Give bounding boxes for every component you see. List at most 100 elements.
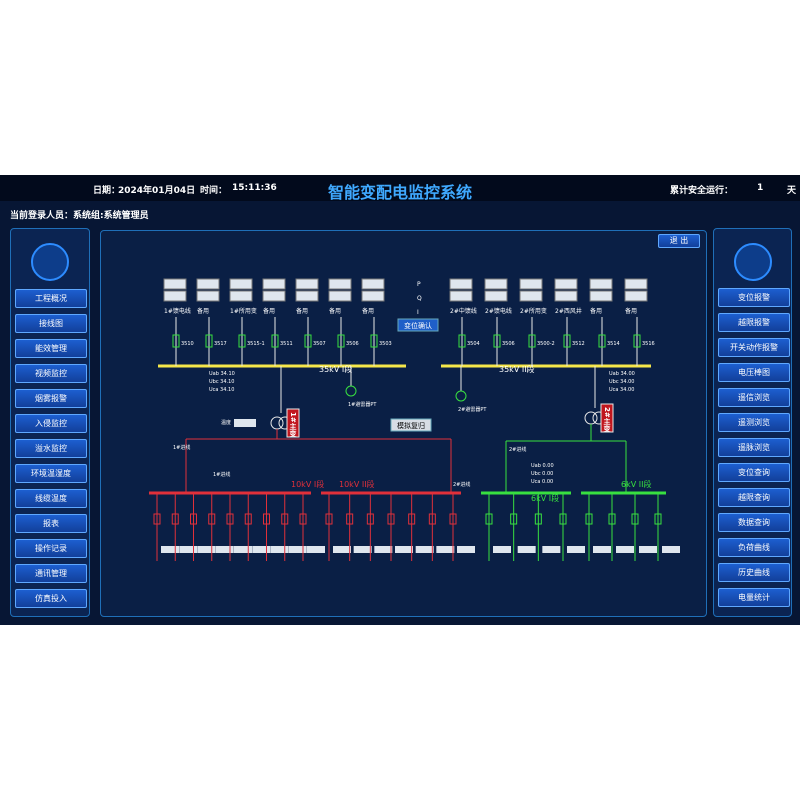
meter-box: [161, 546, 179, 553]
menu-button[interactable]: 遥脉浏览: [718, 438, 790, 457]
pt-label: 1#避雷器PT: [348, 401, 377, 408]
meter-box: [589, 278, 613, 290]
menu-button[interactable]: 仿真投入: [15, 589, 87, 608]
meter-box: [163, 290, 187, 302]
reading: Ubc 34.10: [209, 379, 235, 385]
meter-box: [415, 546, 434, 553]
breaker: [559, 513, 567, 525]
switch-code: 3510: [181, 341, 194, 347]
menu-button[interactable]: 越限报警: [718, 313, 790, 332]
menu-button[interactable]: 数据查询: [718, 513, 790, 532]
menu-button[interactable]: 视频监控: [15, 364, 87, 383]
meter-box: [519, 278, 543, 290]
menu-button[interactable]: 电压棒图: [718, 363, 790, 382]
reading: Uca 34.10: [209, 387, 234, 393]
reading: Uca 34.00: [609, 387, 634, 393]
menu-button[interactable]: 通讯管理: [15, 564, 87, 583]
pqi-label: P: [417, 281, 421, 288]
menu-button[interactable]: 操作记录: [15, 539, 87, 558]
button-label[interactable]: 模拟复归: [397, 421, 425, 430]
meter-box: [252, 546, 271, 553]
breaker: [563, 334, 571, 348]
bus-label: 35kV II段: [499, 364, 535, 374]
switch-code: 3506: [346, 341, 359, 347]
reading: Ubc 34.00: [609, 379, 635, 385]
meter-box: [519, 290, 543, 302]
feeder-name: 1#所用变: [230, 307, 257, 315]
menu-button[interactable]: 开关动作报警: [718, 338, 790, 357]
safe-run-label: 累计安全运行：: [670, 186, 734, 196]
meter-box: [542, 546, 561, 553]
switch-code: 3507: [313, 341, 326, 347]
transformer-label: 1#主变: [289, 412, 297, 438]
menu-button[interactable]: 负荷曲线: [718, 538, 790, 557]
breaker: [337, 334, 345, 348]
exit-button[interactable]: 退 出: [658, 234, 700, 248]
menu-button[interactable]: 接线图: [15, 314, 87, 333]
menu-button[interactable]: 溢水监控: [15, 439, 87, 458]
meter-box: [449, 278, 473, 290]
menu-button[interactable]: 报表: [15, 514, 87, 533]
menu-button[interactable]: 线缆温度: [15, 489, 87, 508]
menu-button[interactable]: 烟雾报警: [15, 389, 87, 408]
meter-box: [196, 290, 220, 302]
feeder-name: 备用: [362, 307, 374, 315]
meter-box: [567, 546, 585, 553]
switch-code: 3517: [214, 341, 227, 347]
meter-box: [229, 290, 253, 302]
switch-code: 3516: [642, 341, 655, 347]
login-info: 当前登录人员：系统组:系统管理员: [10, 211, 149, 221]
button-bg: [397, 318, 439, 332]
reading: Uab 0.00: [531, 463, 554, 469]
meter-box: [554, 278, 578, 290]
menu-button[interactable]: 遥信浏览: [718, 388, 790, 407]
meter-box: [307, 546, 325, 553]
breaker: [493, 334, 501, 348]
breaker: [485, 513, 493, 525]
menu-button[interactable]: 变位查询: [718, 463, 790, 482]
breaker: [226, 513, 234, 525]
breaker: [325, 513, 333, 525]
menu-button[interactable]: 入侵监控: [15, 414, 87, 433]
menu-button[interactable]: 工程概况: [15, 289, 87, 308]
meter-box: [197, 546, 216, 553]
meter-box: [333, 546, 351, 553]
breaker: [238, 334, 246, 348]
time: 15:11:36: [232, 183, 277, 193]
meter-box: [517, 546, 536, 553]
breaker: [654, 513, 662, 525]
menu-button[interactable]: 遥测浏览: [718, 413, 790, 432]
menu-button[interactable]: 能效管理: [15, 339, 87, 358]
meter-box: [262, 290, 286, 302]
meter-box: [493, 546, 511, 553]
menu-button[interactable]: 电量统计: [718, 588, 790, 607]
menu-button[interactable]: 环境温湿度: [15, 464, 87, 483]
bus-label: 6kV I段: [531, 493, 559, 503]
pt-label: 2#避雷器PT: [458, 406, 487, 413]
meter-box: [353, 546, 372, 553]
transformer-label: 2#主变: [603, 407, 611, 433]
switch-code: 3514: [607, 341, 620, 347]
menu-button[interactable]: 变位报警: [718, 288, 790, 307]
reading: Uab 34.00: [609, 371, 635, 377]
switch-code: 3506: [502, 341, 515, 347]
main-panel: 退 出 35kV I段 35kV II段 10kV I段 10kV II段 6kV I段…: [100, 230, 707, 617]
breaker: [304, 334, 312, 348]
feeder-name: 备用: [590, 307, 602, 315]
button-label[interactable]: 变位确认: [404, 321, 432, 330]
breaker: [528, 334, 536, 348]
meter-box: [374, 546, 393, 553]
meter-box: [215, 546, 234, 553]
incoming-label: 1#进线: [213, 471, 230, 478]
meter-box: [328, 290, 352, 302]
feeder-name: 备用: [625, 307, 637, 315]
menu-button[interactable]: 历史曲线: [718, 563, 790, 582]
menu-button[interactable]: 越限查询: [718, 488, 790, 507]
date: 2024年01月04日: [118, 186, 196, 196]
meter-box: [270, 546, 289, 553]
breaker: [190, 513, 197, 525]
bus-label: 35kV I段: [319, 364, 352, 374]
switch-code: 3503: [379, 341, 392, 347]
incoming-label: 1#进线: [173, 444, 190, 451]
exit-icon: [734, 243, 772, 281]
